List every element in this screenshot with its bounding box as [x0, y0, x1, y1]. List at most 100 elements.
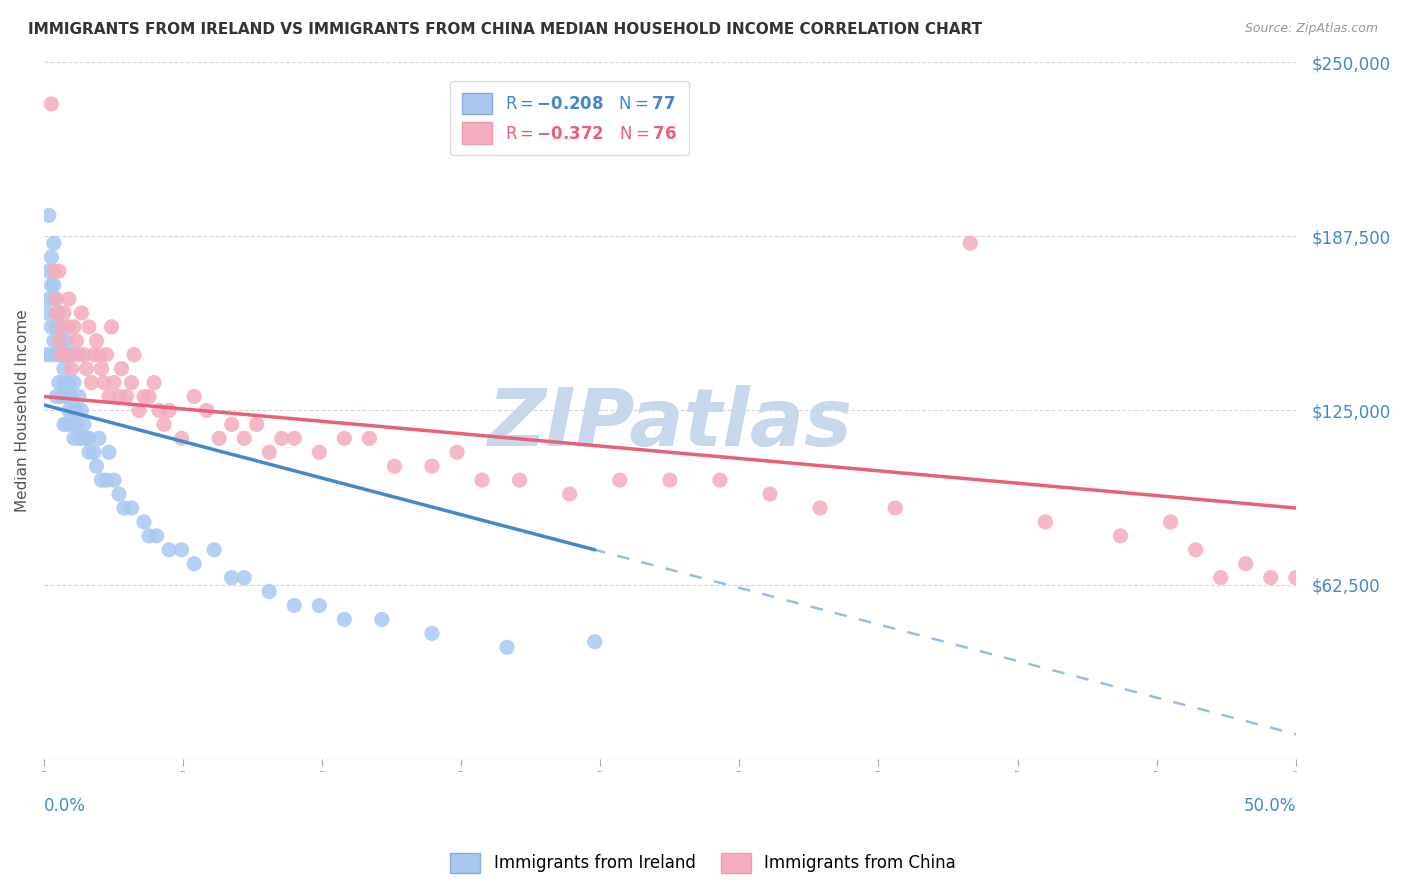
Point [157, 403, 180, 417]
Point [202, 542, 225, 557]
Point [128, 403, 150, 417]
Point [138, 529, 160, 543]
Point [96, 473, 118, 487]
Point [51, 348, 73, 362]
Point [60, 348, 83, 362]
Point [471, 473, 494, 487]
Legend: Immigrants from Ireland, Immigrants from China: Immigrants from Ireland, Immigrants from… [444, 847, 962, 880]
Point [87, 431, 110, 445]
Point [1260, 571, 1282, 585]
Point [38, 292, 60, 306]
Point [1160, 515, 1182, 529]
Point [709, 473, 731, 487]
Point [183, 390, 205, 404]
Point [52, 417, 75, 432]
Point [58, 348, 80, 362]
Legend: $\mathregular{R = }$$\mathbf{-0.208}$$\mathregular{\ \ \ N = }$$\mathbf{77}$, $\: $\mathregular{R = }$$\mathbf{-0.208}$$\m… [450, 81, 689, 155]
Point [170, 431, 193, 445]
Point [52, 306, 75, 320]
Point [45, 306, 67, 320]
Point [283, 599, 305, 613]
Point [70, 431, 93, 445]
Point [371, 612, 394, 626]
Point [658, 473, 681, 487]
Point [42, 278, 65, 293]
Point [208, 431, 231, 445]
Point [63, 431, 86, 445]
Point [122, 348, 145, 362]
Point [38, 208, 60, 222]
Point [308, 599, 330, 613]
Point [45, 319, 67, 334]
Point [138, 390, 160, 404]
Point [333, 431, 356, 445]
Point [86, 334, 108, 348]
Text: 50.0%: 50.0% [1243, 797, 1296, 815]
Point [51, 319, 73, 334]
Point [38, 264, 60, 278]
Point [132, 390, 155, 404]
Text: IMMIGRANTS FROM IRELAND VS IMMIGRANTS FROM CHINA MEDIAN HOUSEHOLD INCOME CORRELA: IMMIGRANTS FROM IRELAND VS IMMIGRANTS FR… [28, 22, 983, 37]
Point [420, 459, 443, 474]
Point [55, 334, 77, 348]
Point [115, 390, 138, 404]
Point [60, 417, 83, 432]
Point [1184, 542, 1206, 557]
Point [65, 403, 87, 417]
Point [257, 584, 280, 599]
Point [246, 417, 269, 432]
Point [359, 431, 381, 445]
Point [45, 390, 67, 404]
Point [98, 445, 121, 459]
Point [110, 361, 132, 376]
Point [257, 445, 280, 459]
Point [67, 390, 90, 404]
Point [41, 348, 63, 362]
Point [73, 417, 96, 432]
Point [60, 361, 83, 376]
Point [75, 361, 97, 376]
Point [42, 334, 65, 348]
Point [41, 278, 63, 293]
Point [48, 306, 70, 320]
Point [48, 264, 70, 278]
Point [58, 403, 80, 417]
Point [67, 348, 90, 362]
Point [80, 376, 103, 390]
Point [45, 306, 67, 320]
Point [58, 292, 80, 306]
Point [63, 319, 86, 334]
Point [108, 487, 131, 501]
Point [42, 292, 65, 306]
Point [183, 557, 205, 571]
Point [959, 236, 981, 251]
Point [759, 487, 782, 501]
Point [42, 236, 65, 251]
Point [446, 445, 468, 459]
Point [51, 319, 73, 334]
Point [103, 473, 125, 487]
Point [42, 264, 65, 278]
Point [83, 348, 105, 362]
Text: ZIPatlas: ZIPatlas [488, 385, 852, 464]
Point [60, 390, 83, 404]
Point [90, 473, 112, 487]
Point [45, 348, 67, 362]
Point [51, 334, 73, 348]
Point [41, 250, 63, 264]
Point [55, 390, 77, 404]
Point [558, 487, 581, 501]
Point [70, 403, 93, 417]
Point [86, 459, 108, 474]
Point [63, 376, 86, 390]
Point [73, 348, 96, 362]
Point [132, 515, 155, 529]
Point [221, 571, 243, 585]
Point [283, 431, 305, 445]
Point [65, 417, 87, 432]
Point [153, 417, 176, 432]
Point [51, 390, 73, 404]
Point [48, 348, 70, 362]
Point [58, 319, 80, 334]
Point [35, 348, 58, 362]
